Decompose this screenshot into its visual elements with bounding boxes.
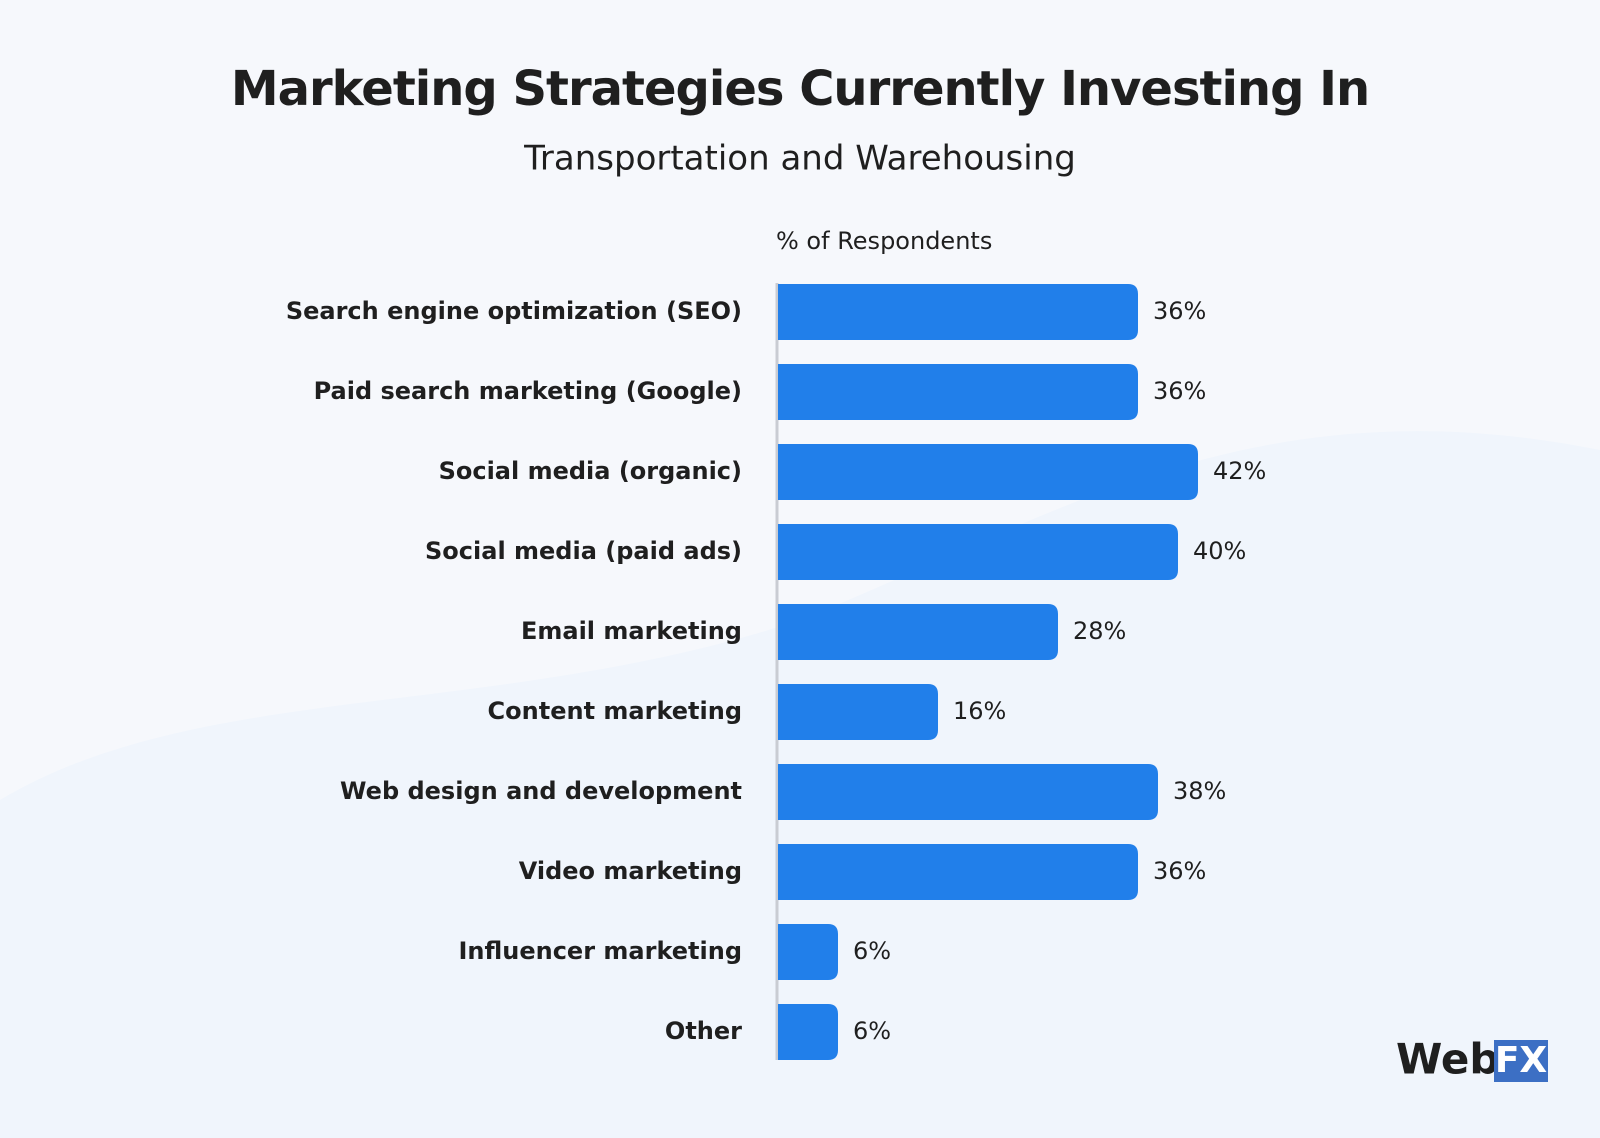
value-label: 28% [1073,617,1126,645]
category-label: Paid search marketing (Google) [314,377,742,405]
category-label: Other [665,1017,742,1045]
value-label: 42% [1213,457,1266,485]
category-label: Search engine optimization (SEO) [286,297,742,325]
bar [778,364,1138,420]
bar [778,284,1138,340]
value-label: 36% [1153,297,1206,325]
logo-word: Web [1396,1035,1499,1084]
category-label: Social media (organic) [439,457,742,485]
category-label: Content marketing [488,697,742,725]
bar [778,1004,838,1060]
bar [778,684,938,740]
chart-subtitle: Transportation and Warehousing [523,139,1076,179]
category-label: Social media (paid ads) [425,537,742,565]
bar [778,844,1138,900]
category-label: Influencer marketing [458,937,742,965]
bar [778,524,1178,580]
bar [778,604,1058,660]
value-label: 6% [853,1017,891,1045]
value-label: 38% [1173,777,1226,805]
value-label: 6% [853,937,891,965]
category-label: Email marketing [521,617,742,645]
bar [778,764,1158,820]
category-label: Video marketing [519,857,742,885]
bar [778,444,1198,500]
logo: Web FX [1396,1035,1548,1084]
value-label: 40% [1193,537,1246,565]
chart-title: Marketing Strategies Currently Investing… [231,61,1369,117]
category-label: Web design and development [340,777,742,805]
logo-badge-text: FX [1495,1040,1548,1081]
value-label: 16% [953,697,1006,725]
logo-badge [1494,1040,1548,1082]
value-label: 36% [1153,377,1206,405]
axis-label: % of Respondents [776,227,992,255]
bar [778,924,838,980]
value-label: 36% [1153,857,1206,885]
